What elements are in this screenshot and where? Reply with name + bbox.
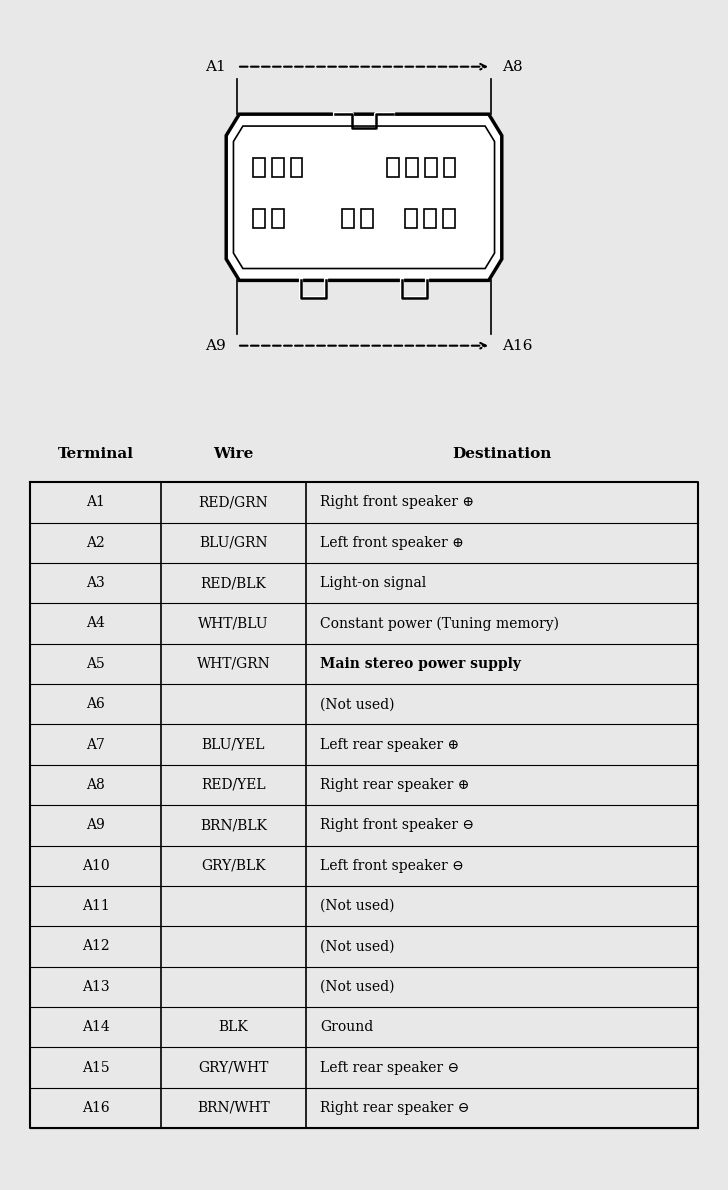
Text: A5: A5 (87, 657, 105, 671)
Text: A6: A6 (87, 697, 105, 712)
Bar (443, 209, 455, 228)
Text: Left front speaker ⊖: Left front speaker ⊖ (320, 859, 464, 872)
Text: Right front speaker ⊖: Right front speaker ⊖ (320, 819, 475, 832)
Text: BLU/GRN: BLU/GRN (199, 536, 268, 550)
Bar (424, 209, 436, 228)
Text: Left rear speaker ⊕: Left rear speaker ⊕ (320, 738, 459, 752)
Text: A15: A15 (82, 1060, 109, 1075)
Bar (444, 158, 456, 177)
Text: A1: A1 (86, 495, 105, 509)
Text: WHT/GRN: WHT/GRN (197, 657, 270, 671)
Text: RED/YEL: RED/YEL (201, 778, 266, 793)
Text: (Not used): (Not used) (320, 979, 395, 994)
Text: RED/BLK: RED/BLK (200, 576, 266, 590)
Text: Wire: Wire (213, 447, 253, 461)
Text: A12: A12 (82, 939, 109, 953)
Text: BRN/BLK: BRN/BLK (200, 819, 267, 832)
Text: Left rear speaker ⊖: Left rear speaker ⊖ (320, 1060, 459, 1075)
Text: Ground: Ground (320, 1020, 373, 1034)
Text: Constant power (Tuning memory): Constant power (Tuning memory) (320, 616, 560, 631)
Text: Main stereo power supply: Main stereo power supply (320, 657, 521, 671)
Bar (253, 209, 265, 228)
Bar (405, 209, 417, 228)
Text: A10: A10 (82, 859, 109, 872)
Text: A9: A9 (87, 819, 105, 832)
Text: A8: A8 (87, 778, 105, 793)
Text: BLU/YEL: BLU/YEL (202, 738, 265, 752)
Text: A7: A7 (86, 738, 105, 752)
Text: GRY/BLK: GRY/BLK (201, 859, 266, 872)
Bar (361, 209, 373, 228)
Text: A16: A16 (502, 339, 532, 352)
Text: (Not used): (Not used) (320, 939, 395, 953)
Text: A16: A16 (82, 1101, 109, 1115)
Text: A3: A3 (87, 576, 105, 590)
Text: A11: A11 (82, 900, 109, 913)
Bar (253, 158, 265, 177)
Text: A14: A14 (82, 1020, 109, 1034)
Text: RED/GRN: RED/GRN (199, 495, 269, 509)
Text: Right front speaker ⊕: Right front speaker ⊕ (320, 495, 475, 509)
Bar (387, 158, 399, 177)
Polygon shape (226, 114, 502, 281)
Text: A8: A8 (502, 60, 523, 74)
Text: A13: A13 (82, 979, 109, 994)
Text: Destination: Destination (452, 447, 552, 461)
Bar (290, 158, 302, 177)
Bar (425, 158, 437, 177)
Bar (272, 209, 283, 228)
Text: BRN/WHT: BRN/WHT (197, 1101, 270, 1115)
Text: GRY/WHT: GRY/WHT (198, 1060, 269, 1075)
Bar (406, 158, 418, 177)
Text: (Not used): (Not used) (320, 900, 395, 913)
Text: Terminal: Terminal (58, 447, 134, 461)
Text: A4: A4 (86, 616, 105, 631)
Bar (272, 158, 283, 177)
Text: A2: A2 (87, 536, 105, 550)
Text: A9: A9 (205, 339, 226, 352)
Text: Right rear speaker ⊕: Right rear speaker ⊕ (320, 778, 470, 793)
Text: BLK: BLK (218, 1020, 248, 1034)
Text: A1: A1 (205, 60, 226, 74)
Text: WHT/BLU: WHT/BLU (198, 616, 269, 631)
Bar (342, 209, 354, 228)
Text: Light-on signal: Light-on signal (320, 576, 427, 590)
Text: (Not used): (Not used) (320, 697, 395, 712)
Text: Right rear speaker ⊖: Right rear speaker ⊖ (320, 1101, 470, 1115)
Text: Left front speaker ⊕: Left front speaker ⊕ (320, 536, 464, 550)
